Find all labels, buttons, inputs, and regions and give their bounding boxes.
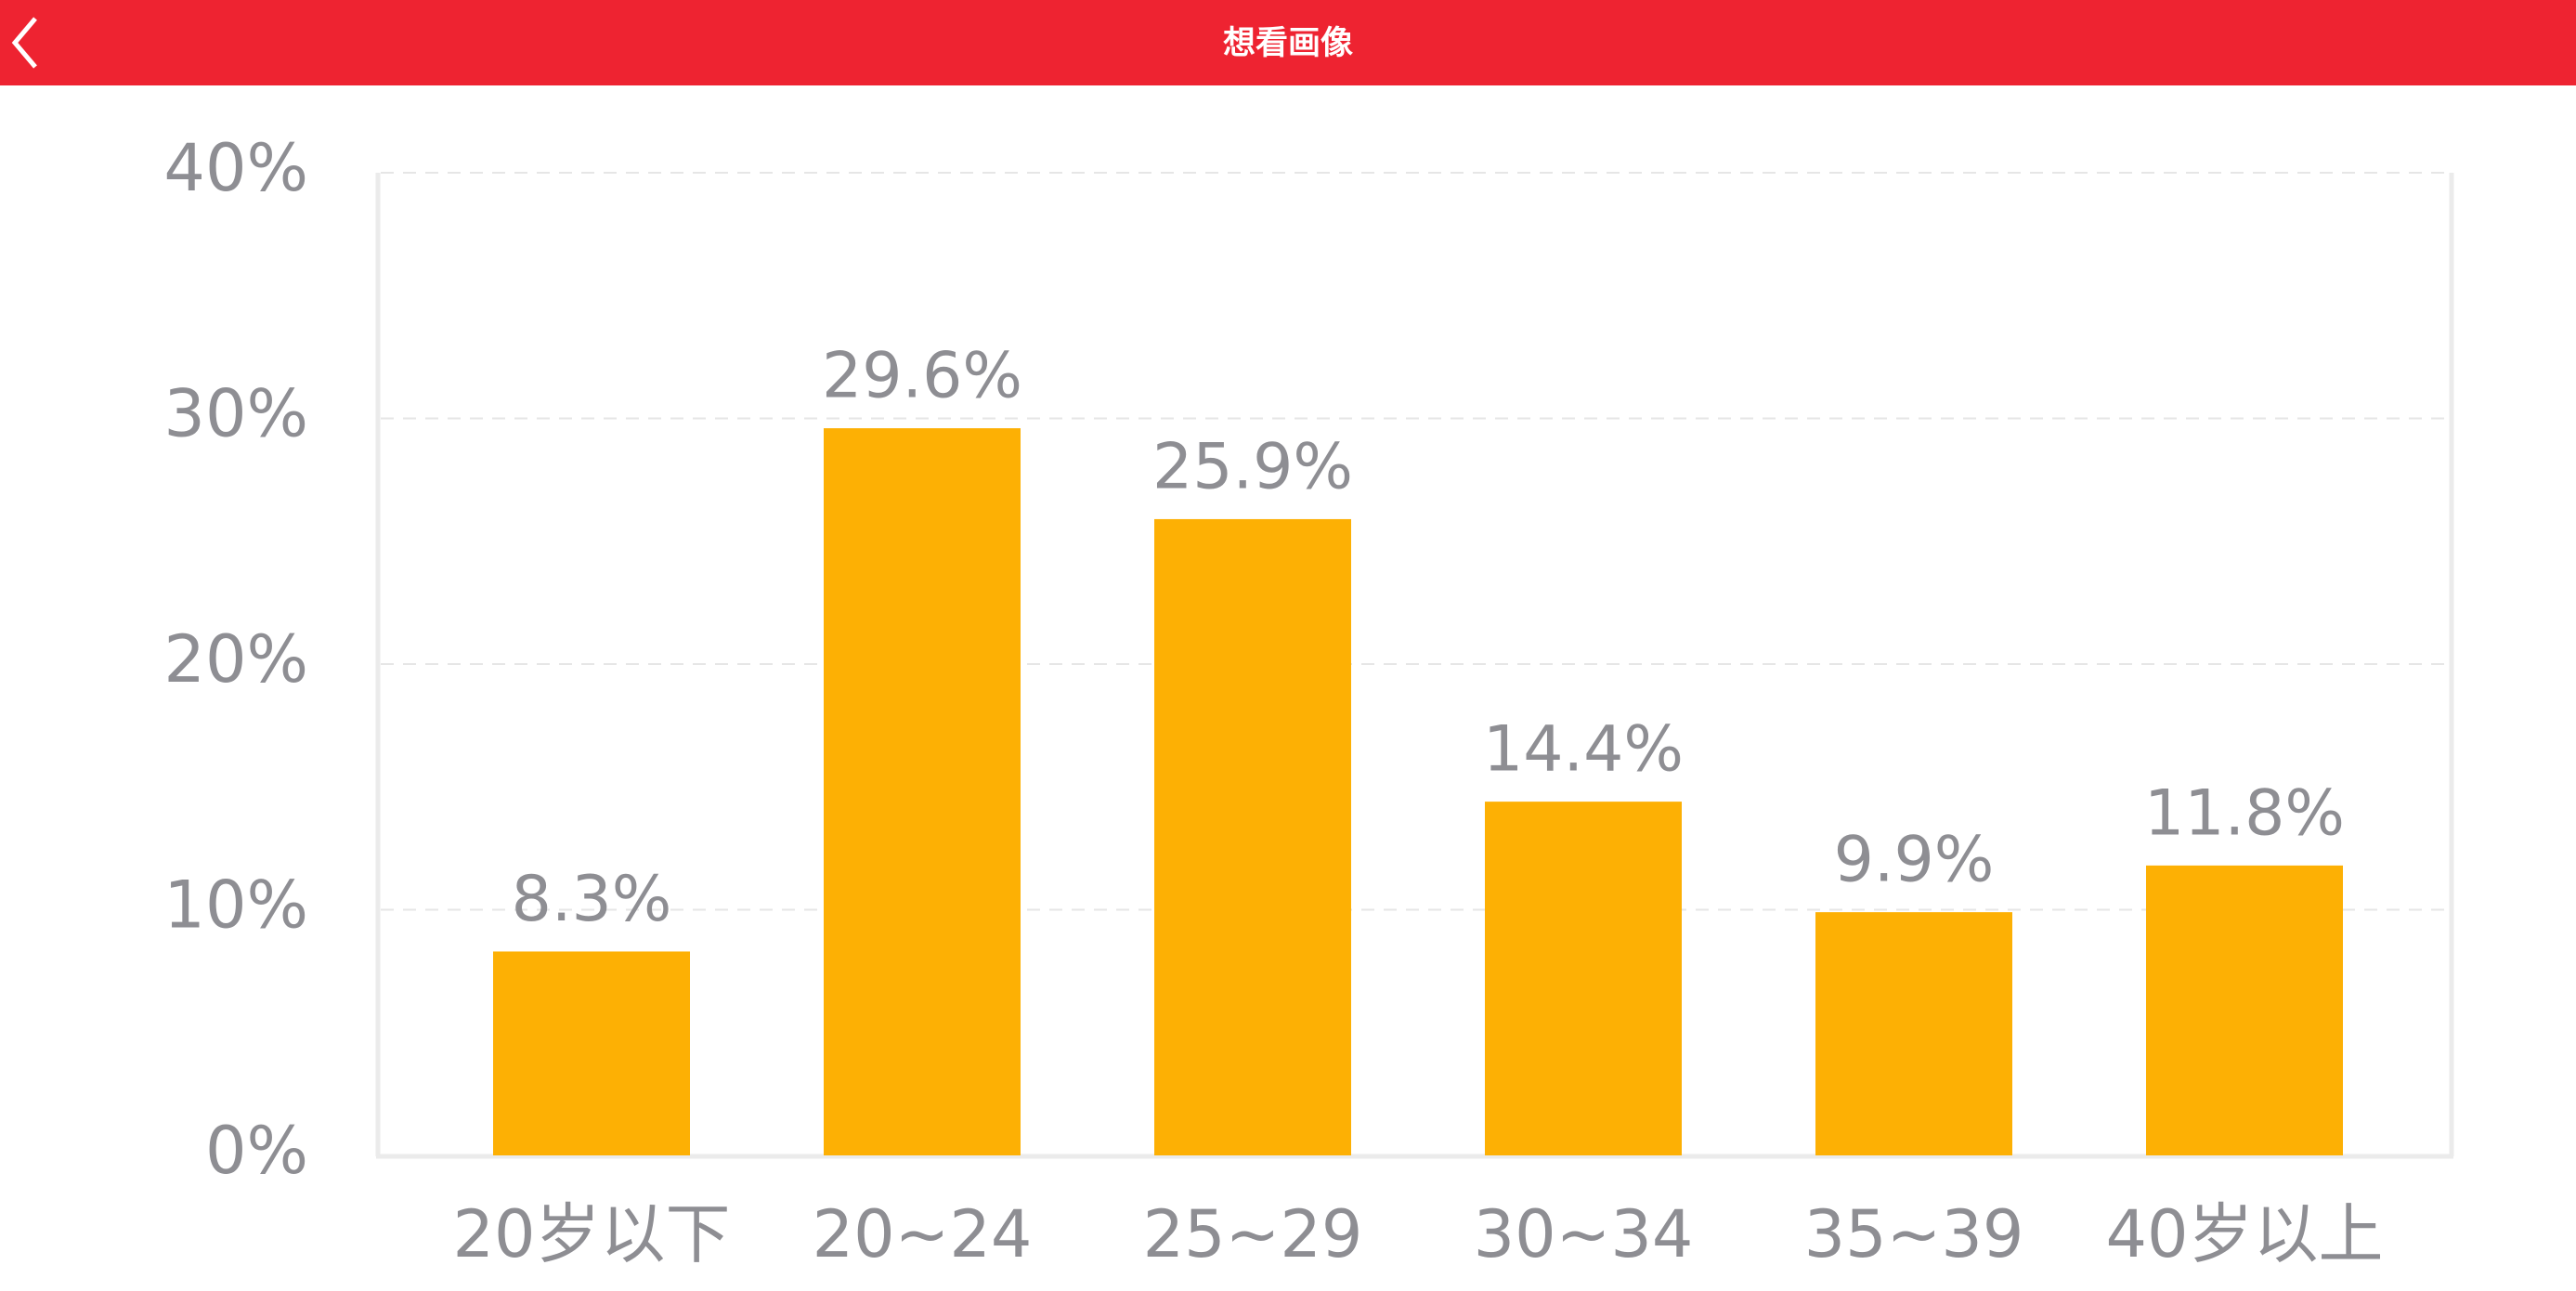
header-title: 想看画像 bbox=[1223, 25, 1353, 62]
x-tick-label: 35~39 bbox=[1804, 1196, 2024, 1272]
y-tick-label: 30% bbox=[163, 376, 308, 452]
x-tick-label: 25~29 bbox=[1143, 1196, 1363, 1272]
value-label: 11.8% bbox=[2144, 776, 2345, 850]
x-tick-label: 30~34 bbox=[1474, 1196, 1694, 1272]
bar bbox=[1485, 802, 1682, 1155]
y-tick-label: 10% bbox=[163, 867, 308, 944]
header-bar bbox=[0, 0, 2576, 85]
back-button[interactable] bbox=[11, 17, 37, 69]
value-label: 25.9% bbox=[1152, 430, 1353, 503]
x-tick-label: 20~24 bbox=[813, 1196, 1033, 1272]
y-tick-label: 40% bbox=[163, 130, 308, 206]
y-tick-label: 0% bbox=[205, 1113, 308, 1189]
bar bbox=[1154, 518, 1351, 1155]
x-tick-label: 20岁以下 bbox=[452, 1196, 730, 1272]
value-label: 8.3% bbox=[512, 863, 672, 936]
bar bbox=[1815, 912, 2012, 1155]
y-tick-label: 20% bbox=[163, 621, 308, 698]
value-label: 14.4% bbox=[1483, 713, 1684, 787]
bar bbox=[824, 428, 1021, 1156]
bar bbox=[493, 951, 690, 1155]
x-tick-label: 40岁以上 bbox=[2105, 1196, 2383, 1272]
value-label: 29.6% bbox=[822, 340, 1022, 413]
value-label: 9.9% bbox=[1834, 824, 1995, 897]
bar bbox=[2146, 865, 2343, 1155]
